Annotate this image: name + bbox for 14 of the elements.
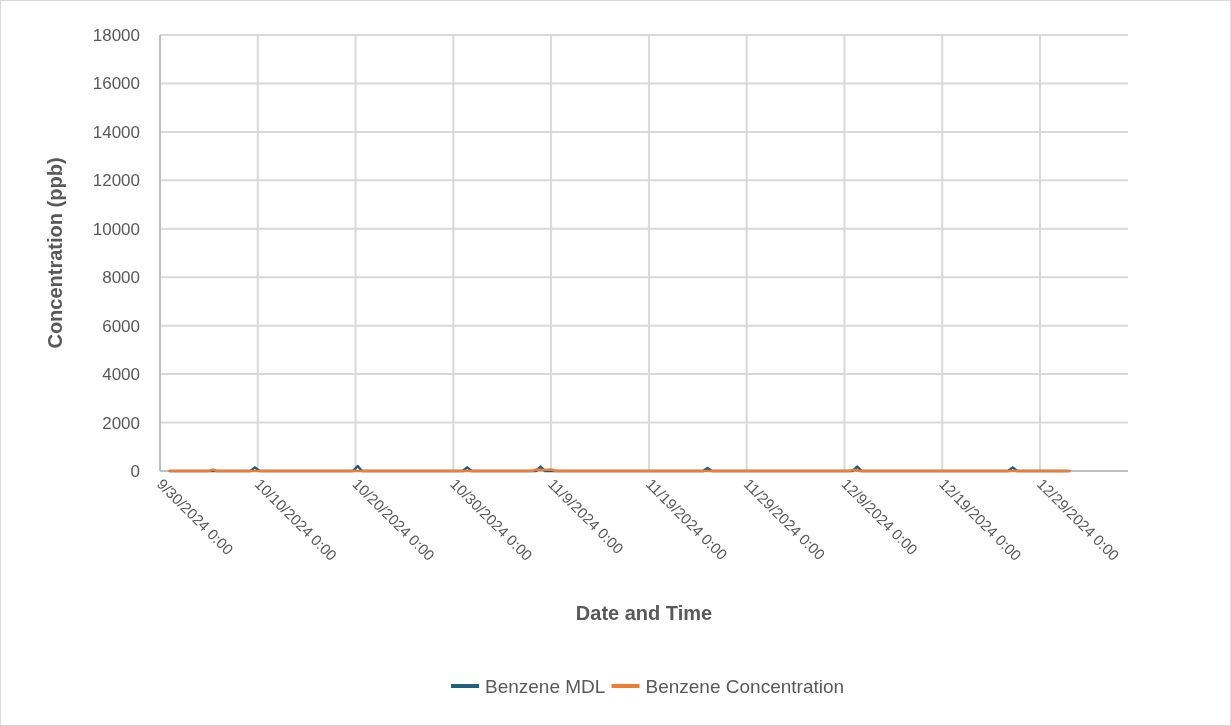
y-tick-label: 16000 [92, 74, 140, 94]
legend-label: Benzene MDL [485, 675, 606, 697]
y-tick-label: 10000 [92, 219, 140, 239]
y-tick-label: 0 [130, 461, 140, 481]
y-tick-label: 12000 [92, 171, 140, 191]
y-tick-label: 6000 [102, 316, 140, 336]
y-tick-label: 8000 [102, 268, 140, 288]
legend-label: Benzene Concentration [645, 675, 845, 697]
y-tick-label: 18000 [92, 25, 140, 45]
y-tick-label: 4000 [102, 365, 140, 385]
y-axis-title: Concentration (ppb) [44, 157, 66, 349]
y-tick-label: 14000 [92, 122, 140, 142]
x-axis-title: Date and Time [575, 602, 713, 624]
y-tick-label: 2000 [102, 413, 140, 433]
